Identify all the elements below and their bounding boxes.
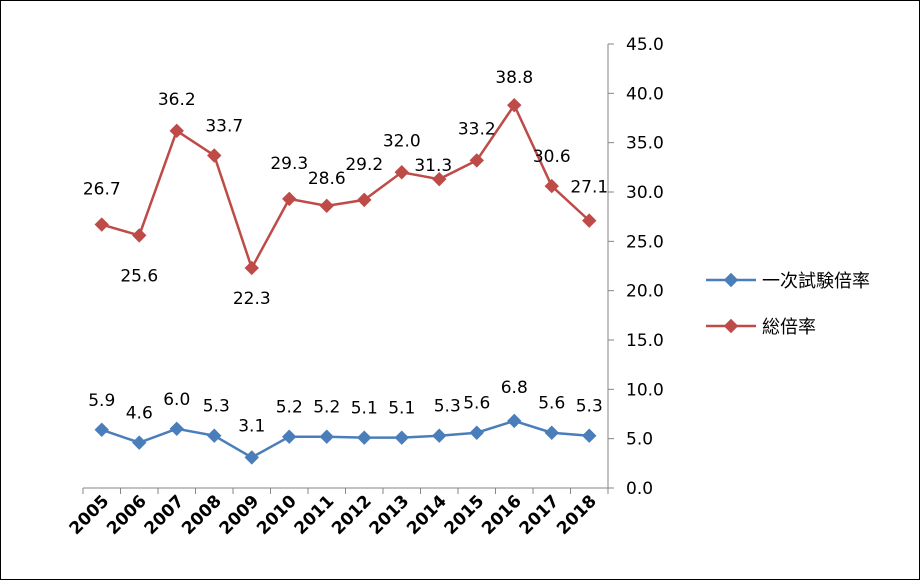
y-tick-label: 20.0 xyxy=(626,282,664,302)
data-point-marker xyxy=(357,430,372,445)
x-tick-label: 2005 xyxy=(66,491,114,539)
data-point-marker xyxy=(357,192,372,208)
data-label: 5.6 xyxy=(463,394,490,414)
data-point-marker xyxy=(432,171,447,187)
data-point-marker xyxy=(319,198,334,214)
data-point-marker xyxy=(432,428,447,443)
data-point-marker xyxy=(282,429,297,444)
data-point-marker xyxy=(132,435,147,450)
y-tick-label: 35.0 xyxy=(626,134,664,154)
data-point-marker xyxy=(244,450,259,465)
data-point-marker xyxy=(207,428,222,443)
data-point-marker xyxy=(507,413,522,429)
data-point-marker xyxy=(394,430,409,445)
x-tick-label: 2013 xyxy=(366,491,414,539)
data-label: 28.6 xyxy=(308,169,346,189)
series-line-1 xyxy=(101,419,590,459)
data-point-marker xyxy=(469,153,484,168)
data-label: 5.3 xyxy=(203,397,230,417)
x-tick-label: 2016 xyxy=(478,491,526,539)
data-point-marker xyxy=(94,217,109,232)
x-tick-label: 2010 xyxy=(253,491,301,539)
data-label: 5.9 xyxy=(88,391,115,411)
y-tick-label: 45.0 xyxy=(626,35,664,55)
x-tick-label: 2008 xyxy=(178,491,226,539)
data-label: 5.3 xyxy=(576,397,603,417)
data-label: 5.1 xyxy=(388,399,415,419)
y-tick-label: 30.0 xyxy=(626,183,664,203)
data-point-marker xyxy=(169,123,184,139)
data-point-marker xyxy=(582,428,597,443)
data-point-marker xyxy=(207,148,222,163)
x-tick-label: 2006 xyxy=(103,491,151,539)
data-label: 5.3 xyxy=(434,397,461,417)
legend-marker xyxy=(723,318,739,334)
data-label: 32.0 xyxy=(383,131,421,151)
data-point-marker xyxy=(319,429,334,444)
data-label: 5.1 xyxy=(351,399,378,419)
data-label: 36.2 xyxy=(158,90,196,110)
data-point-marker xyxy=(282,191,297,207)
x-tick-label: 2011 xyxy=(291,491,339,539)
data-point-marker xyxy=(94,422,109,437)
y-tick-label: 25.0 xyxy=(626,232,664,252)
x-tick-label: 2012 xyxy=(328,491,376,539)
data-label: 5.2 xyxy=(313,398,340,418)
data-label: 33.7 xyxy=(205,116,243,136)
data-point-marker xyxy=(244,260,259,276)
data-label: 29.3 xyxy=(270,154,308,174)
y-tick-label: 40.0 xyxy=(626,84,664,104)
x-tick-label: 2015 xyxy=(441,491,489,539)
y-tick-label: 5.0 xyxy=(626,430,653,450)
data-point-marker xyxy=(507,97,522,113)
x-tick-label: 2018 xyxy=(553,491,601,539)
x-tick-label: 2007 xyxy=(141,491,189,539)
data-label: 31.3 xyxy=(414,156,452,176)
data-label: 27.1 xyxy=(570,178,608,198)
data-point-marker xyxy=(394,165,409,180)
data-label: 33.2 xyxy=(458,119,496,139)
legend-label: 総倍率 xyxy=(762,317,816,338)
y-tick-label: 0.0 xyxy=(626,479,653,499)
data-point-marker xyxy=(469,425,484,440)
series-line-2 xyxy=(101,102,591,272)
x-tick-label: 2014 xyxy=(403,491,451,539)
data-label: 25.6 xyxy=(120,266,158,286)
data-label: 38.8 xyxy=(495,68,533,88)
data-label: 3.1 xyxy=(238,416,265,436)
x-tick-label: 2017 xyxy=(516,491,564,539)
data-label: 5.2 xyxy=(276,398,303,418)
data-label: 6.8 xyxy=(501,378,528,398)
data-label: 22.3 xyxy=(233,289,271,309)
data-label: 6.0 xyxy=(163,390,190,410)
data-label: 5.6 xyxy=(538,394,565,414)
data-point-marker xyxy=(132,228,147,243)
legend-label: 一次試験倍率 xyxy=(762,271,870,292)
legend-marker xyxy=(723,272,739,288)
data-label: 29.2 xyxy=(345,155,383,175)
x-tick-label: 2009 xyxy=(216,491,264,539)
data-label: 30.6 xyxy=(533,147,571,167)
data-point-marker xyxy=(582,213,597,228)
data-point-marker xyxy=(544,425,559,440)
data-label: 4.6 xyxy=(126,404,153,424)
data-point-marker xyxy=(544,178,559,194)
y-tick-label: 10.0 xyxy=(626,380,664,400)
data-label: 26.7 xyxy=(83,180,121,200)
y-tick-label: 15.0 xyxy=(626,331,664,351)
data-point-marker xyxy=(169,421,184,437)
